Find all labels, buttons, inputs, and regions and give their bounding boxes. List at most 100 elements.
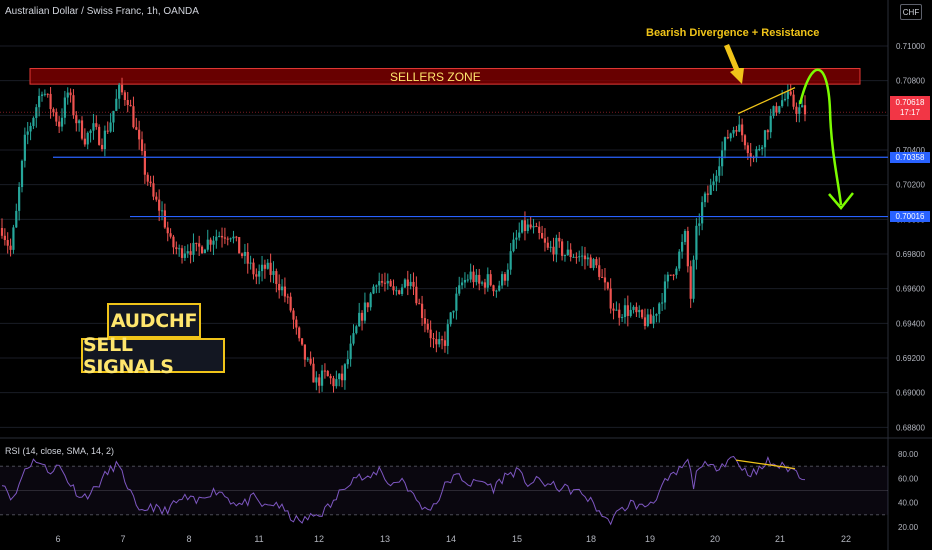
time-tick-label: 20 xyxy=(709,534,721,544)
candle-body xyxy=(566,249,569,256)
candle-body xyxy=(180,248,184,258)
candle-body xyxy=(718,166,721,176)
candle-body xyxy=(632,306,635,310)
candle-body xyxy=(546,242,549,248)
candle-body xyxy=(206,239,209,250)
divergence-trendline xyxy=(737,87,796,115)
current-price-value: 0.70618 xyxy=(895,98,925,107)
candle-body xyxy=(312,363,315,383)
candle-body xyxy=(755,149,758,158)
candle-body xyxy=(295,319,298,328)
candle-body xyxy=(672,274,675,276)
candle-body xyxy=(732,130,735,134)
candle-body xyxy=(18,186,21,211)
candle-body xyxy=(309,358,312,364)
candle-body xyxy=(715,175,718,182)
candle-body xyxy=(498,285,501,291)
bearish-arrow-head-icon xyxy=(828,192,854,210)
candle-body xyxy=(12,227,15,250)
candle-body xyxy=(143,151,146,175)
candle-body xyxy=(795,106,798,114)
candle-body xyxy=(763,130,767,148)
candle-body xyxy=(178,248,181,250)
candle-body xyxy=(75,115,78,124)
candle-body xyxy=(286,296,289,298)
candle-body xyxy=(66,92,69,98)
candle-body xyxy=(512,239,515,252)
candle-body xyxy=(578,256,581,258)
candle-body xyxy=(140,139,144,152)
candle-body xyxy=(58,121,61,127)
symbol-signal-text: AUDCHF xyxy=(110,309,198,332)
candle-body xyxy=(375,285,378,287)
candle-body xyxy=(0,228,4,236)
time-tick-label: 21 xyxy=(774,534,786,544)
candle-body xyxy=(240,253,244,256)
candle-body xyxy=(98,126,101,145)
candle-body xyxy=(423,318,427,324)
candle-body xyxy=(326,371,329,377)
candle-body xyxy=(446,324,449,346)
candle-body xyxy=(626,305,629,316)
candle-body xyxy=(621,317,624,319)
candle-body xyxy=(146,174,149,182)
candle-body xyxy=(400,287,404,294)
candle-body xyxy=(263,264,267,269)
candle-body xyxy=(332,378,335,387)
candle-body xyxy=(172,236,175,248)
candle-body xyxy=(418,303,421,305)
candle-body xyxy=(220,235,224,238)
candle-body xyxy=(738,124,741,132)
sellers-zone-label: SELLERS ZONE xyxy=(390,69,481,84)
candle-body xyxy=(86,132,89,145)
currency-button[interactable]: CHF xyxy=(900,4,922,20)
horizontal-lines[interactable] xyxy=(53,156,888,218)
sellers-zone-rect xyxy=(29,68,861,85)
candle-body xyxy=(306,358,309,360)
candle-body xyxy=(278,283,281,291)
candle-body xyxy=(343,364,347,381)
time-tick-label: 15 xyxy=(511,534,523,544)
candle-body xyxy=(495,290,498,292)
candle-body xyxy=(69,92,72,96)
candle-body xyxy=(358,312,361,327)
candle-body xyxy=(380,281,384,283)
rsi-title[interactable]: RSI (14, close, SMA, 14, 2) xyxy=(5,446,115,456)
candle-body xyxy=(641,309,644,318)
candle-body xyxy=(612,308,615,311)
candle-body xyxy=(392,286,395,291)
candle-body xyxy=(758,148,761,150)
candle-body xyxy=(335,379,338,387)
candle-body xyxy=(472,271,475,283)
candle-body xyxy=(581,255,584,257)
candle-body xyxy=(783,98,787,101)
candle-body xyxy=(52,109,55,113)
candle-body xyxy=(646,314,649,326)
chart-title[interactable]: Australian Dollar / Swiss Franc, 1h, OAN… xyxy=(5,6,199,17)
candle-body xyxy=(549,246,552,248)
candle-body xyxy=(478,274,481,284)
candle-body xyxy=(363,302,367,321)
candle-body xyxy=(232,236,235,239)
candle-body xyxy=(55,112,58,122)
time-tick-label: 8 xyxy=(186,534,192,544)
candle-body xyxy=(112,110,115,123)
candle-body xyxy=(689,266,692,299)
candle-body xyxy=(663,281,667,303)
candle-body xyxy=(769,115,772,133)
price-tick-label: 0.69000 xyxy=(896,389,925,398)
candle-body xyxy=(60,117,64,127)
candle-body xyxy=(360,312,364,321)
candle-body xyxy=(32,117,35,126)
candle-body xyxy=(15,210,18,228)
candle-body xyxy=(652,315,655,324)
candle-body xyxy=(386,280,389,284)
rsi-pane xyxy=(0,455,888,526)
candle-body xyxy=(675,268,678,275)
candle-body xyxy=(258,271,261,277)
candle-body xyxy=(149,181,152,184)
candle-body xyxy=(623,305,627,318)
candle-body xyxy=(100,144,104,150)
candle-body xyxy=(658,303,661,314)
